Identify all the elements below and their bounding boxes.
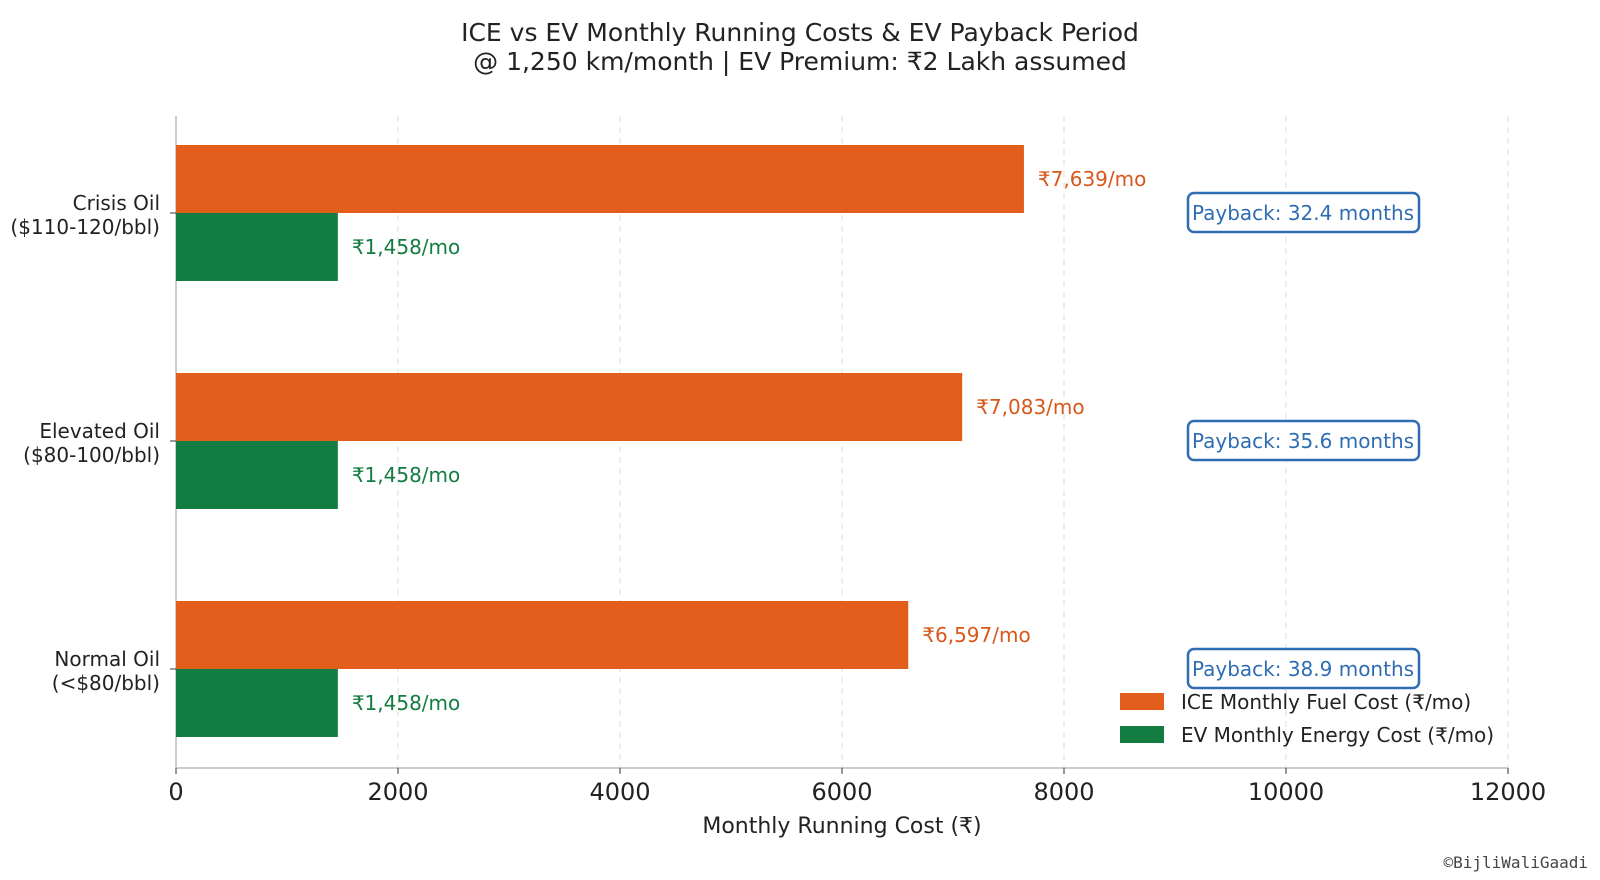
- x-tick-label: 8000: [1033, 778, 1094, 806]
- ice-bar: [176, 145, 1024, 213]
- payback-annotation-box: [1186, 647, 1421, 690]
- ice-value-label: ₹6,597/mo: [922, 623, 1030, 647]
- ev-value-label: ₹1,458/mo: [352, 691, 460, 715]
- ice-bar: [176, 373, 963, 441]
- payback-annotation-text: Payback: 32.4 months: [1192, 201, 1414, 225]
- legend-swatch: [1120, 693, 1164, 710]
- chart-subtitle: @ 1,250 km/month | EV Premium: ₹2 Lakh a…: [473, 47, 1127, 76]
- x-tick-label: 12000: [1470, 778, 1546, 806]
- payback-annotation-box: [1186, 419, 1421, 462]
- x-tick-label: 0: [168, 778, 183, 806]
- legend-label: EV Monthly Energy Cost (₹/mo): [1181, 723, 1494, 747]
- category-sublabel: (<$80/bbl): [52, 671, 160, 695]
- ice-bar: [176, 601, 909, 669]
- watermark: ©BijliWaliGaadi: [1443, 853, 1589, 872]
- ev-value-label: ₹1,458/mo: [352, 463, 460, 487]
- ev-bar: [176, 213, 338, 281]
- ice-value-label: ₹7,639/mo: [1038, 167, 1146, 191]
- ev-bar: [176, 441, 338, 509]
- category-label: Elevated Oil: [39, 419, 160, 443]
- legend-label: ICE Monthly Fuel Cost (₹/mo): [1181, 690, 1471, 714]
- payback-annotation-box: [1186, 191, 1421, 234]
- category-label: Crisis Oil: [73, 191, 160, 215]
- category-sublabel: ($110-120/bbl): [10, 215, 160, 239]
- x-tick-label: 10000: [1248, 778, 1324, 806]
- x-tick-label: 2000: [367, 778, 428, 806]
- x-tick-label: 4000: [589, 778, 650, 806]
- payback-annotation-text: Payback: 35.6 months: [1192, 429, 1414, 453]
- ice-value-label: ₹7,083/mo: [976, 395, 1084, 419]
- payback-annotation-text: Payback: 38.9 months: [1192, 657, 1414, 681]
- legend-swatch: [1120, 726, 1164, 743]
- category-sublabel: ($80-100/bbl): [23, 443, 160, 467]
- x-axis-label: Monthly Running Cost (₹): [702, 814, 981, 839]
- category-label: Normal Oil: [54, 647, 160, 671]
- x-tick-label: 6000: [811, 778, 872, 806]
- chart-title: ICE vs EV Monthly Running Costs & EV Pay…: [461, 18, 1139, 47]
- ev-value-label: ₹1,458/mo: [352, 235, 460, 259]
- ev-bar: [176, 669, 338, 737]
